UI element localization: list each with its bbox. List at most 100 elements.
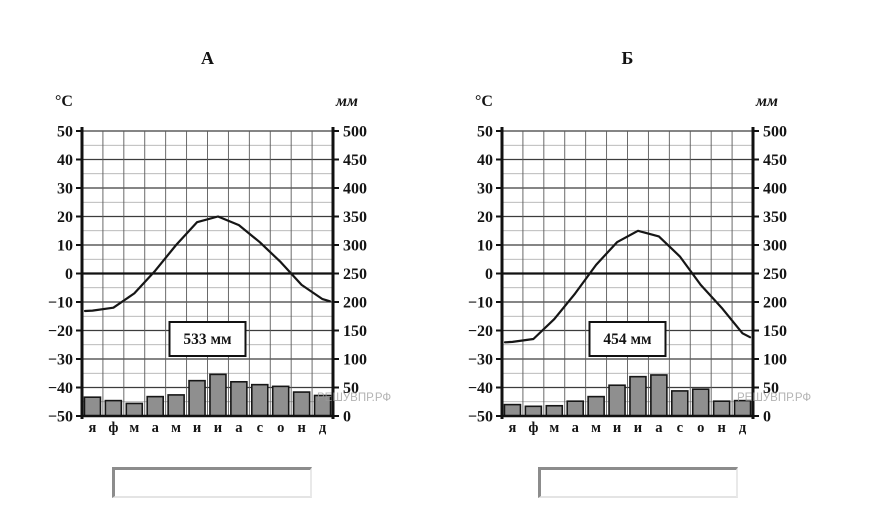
- left-tick-label: 30: [477, 181, 493, 198]
- precip-bar: [524, 405, 543, 417]
- right-tick-label: 0: [763, 409, 771, 426]
- right-tick-label: 50: [763, 380, 779, 397]
- temperature-line: [83, 215, 332, 313]
- right-tick-label: 400: [763, 181, 787, 198]
- temperature-line: [503, 229, 752, 344]
- right-tick-label: 200: [343, 295, 367, 312]
- right-tick-label: 500: [343, 124, 367, 141]
- month-label: и: [214, 420, 222, 436]
- month-label: д: [739, 420, 747, 436]
- annual-precipitation-value: 454 мм: [603, 331, 652, 348]
- precip-bar: [608, 384, 626, 417]
- left-tick-label: −50: [48, 409, 73, 426]
- precip-bar: [670, 390, 689, 417]
- watermark: РЕШУВПР.РФ: [737, 392, 811, 404]
- left-tick-label: −20: [468, 323, 493, 340]
- left-tick-label: −40: [48, 380, 73, 397]
- month-label: а: [572, 420, 580, 436]
- left-tick-label: 50: [57, 124, 73, 141]
- month-label: а: [655, 420, 663, 436]
- left-tick-label: 10: [57, 238, 73, 255]
- month-label: и: [613, 420, 621, 436]
- precip-bar: [167, 394, 185, 417]
- month-label: о: [277, 420, 284, 436]
- left-tick-label: −10: [48, 295, 73, 312]
- precip-bar: [587, 395, 605, 417]
- precip-bar: [271, 385, 290, 417]
- right-tick-label: 250: [343, 266, 367, 283]
- precip-bar: [146, 395, 165, 417]
- right-tick-label: 200: [763, 295, 787, 312]
- left-tick-label: 0: [485, 266, 493, 283]
- left-tick-label: −30: [48, 352, 73, 369]
- annual-precipitation-annotation: 533 мм: [168, 321, 247, 357]
- month-label: и: [193, 420, 201, 436]
- left-tick-label: 20: [57, 209, 73, 226]
- month-label: м: [549, 420, 559, 436]
- month-label: а: [152, 420, 160, 436]
- month-label: я: [89, 420, 97, 436]
- month-label: ф: [528, 420, 538, 436]
- right-tick-label: 100: [763, 352, 787, 369]
- right-axis-unit: мм: [755, 93, 778, 110]
- month-label: о: [697, 420, 704, 436]
- month-label: м: [129, 420, 139, 436]
- precip-bar: [566, 400, 585, 417]
- precip-bar: [83, 396, 102, 417]
- left-tick-label: −50: [468, 409, 493, 426]
- right-tick-label: 500: [763, 124, 787, 141]
- month-label: и: [634, 420, 642, 436]
- left-tick-label: 50: [477, 124, 493, 141]
- precip-bar: [250, 383, 269, 417]
- right-tick-label: 150: [763, 323, 787, 340]
- left-tick-label: 30: [57, 181, 73, 198]
- month-label: я: [509, 420, 517, 436]
- precip-bar: [188, 379, 206, 417]
- precip-bar: [650, 374, 668, 417]
- left-tick-label: 40: [57, 152, 73, 169]
- left-tick-label: 40: [477, 152, 493, 169]
- month-label: м: [591, 420, 601, 436]
- answer-input-b[interactable]: [538, 467, 738, 498]
- right-tick-label: 0: [343, 409, 351, 426]
- left-tick-label: 20: [477, 209, 493, 226]
- month-label: ф: [108, 420, 118, 436]
- month-label: с: [677, 420, 684, 436]
- left-tick-label: 0: [65, 266, 73, 283]
- axes: [76, 127, 339, 419]
- precip-bar: [230, 380, 248, 417]
- right-tick-label: 300: [763, 238, 787, 255]
- right-tick-label: 400: [343, 181, 367, 198]
- left-tick-label: −30: [468, 352, 493, 369]
- precip-bar: [629, 375, 647, 417]
- right-axis-unit: мм: [335, 93, 358, 110]
- left-axis-unit: °C: [475, 93, 493, 110]
- left-tick-label: −40: [468, 380, 493, 397]
- precip-bar: [209, 373, 227, 417]
- precip-bar: [292, 391, 311, 417]
- month-label: н: [717, 420, 725, 436]
- precip-bar: [545, 404, 564, 417]
- right-tick-label: 450: [763, 152, 787, 169]
- right-tick-label: 250: [763, 266, 787, 283]
- left-tick-label: −20: [48, 323, 73, 340]
- left-tick-label: 10: [477, 238, 493, 255]
- left-tick-label: −10: [468, 295, 493, 312]
- watermark: РЕШУВПР.РФ: [317, 392, 391, 404]
- chart-title-a: А: [201, 48, 214, 68]
- right-tick-label: 350: [763, 209, 787, 226]
- right-tick-label: 150: [343, 323, 367, 340]
- precip-bar: [125, 402, 144, 417]
- right-tick-label: 450: [343, 152, 367, 169]
- annual-precipitation-value: 533 мм: [183, 331, 232, 348]
- month-label: м: [171, 420, 181, 436]
- answer-input-a[interactable]: [112, 467, 312, 498]
- annual-precipitation-annotation: 454 мм: [588, 321, 667, 357]
- left-axis-unit: °C: [55, 93, 73, 110]
